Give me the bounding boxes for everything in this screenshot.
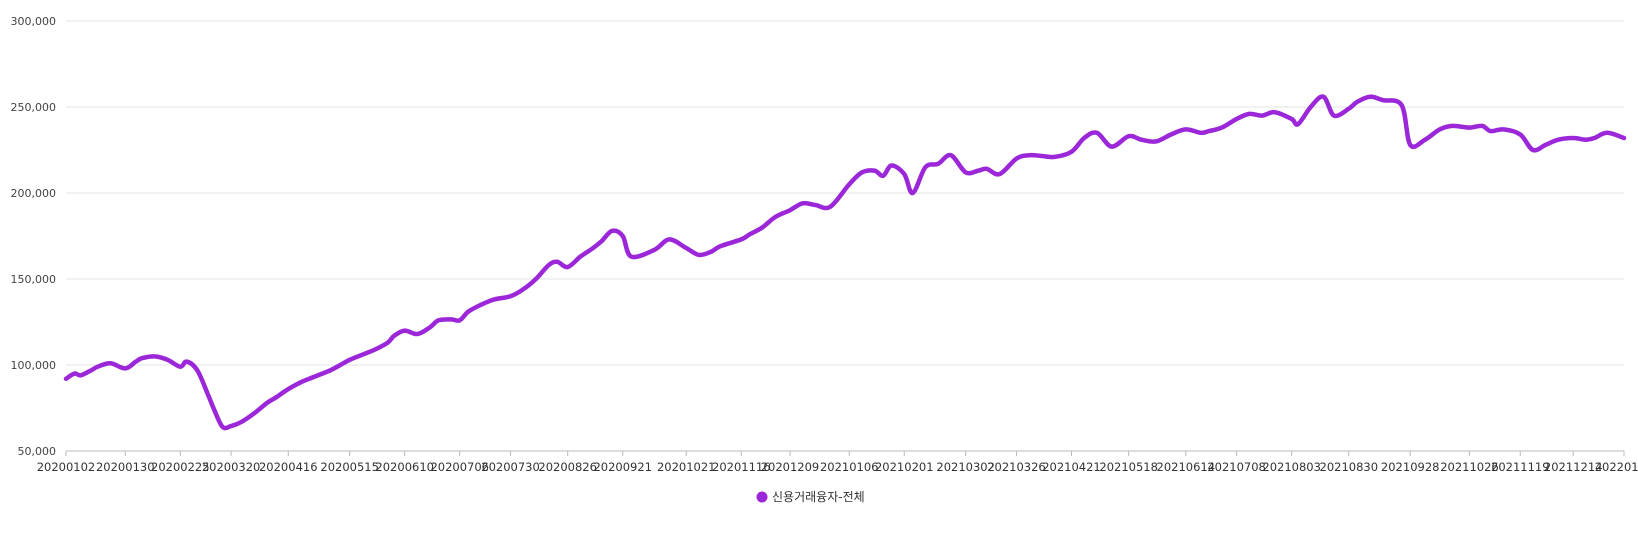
x-tick-label: 20200730 [481, 460, 540, 474]
x-tick-label: 20211026 [1440, 460, 1499, 474]
x-tick-label: 20211214 [1544, 460, 1603, 474]
x-tick-label: 20200921 [593, 460, 652, 474]
y-tick-label: 50,000 [18, 445, 57, 458]
x-tick-label: 20210803 [1262, 460, 1321, 474]
x-tick-label: 20210708 [1207, 460, 1266, 474]
x-tick-label: 20220107 [1595, 460, 1638, 474]
x-tick-label: 20201021 [657, 460, 716, 474]
y-axis: 50,000 100,000 150,000 200,000 250,000 300,00… [11, 15, 57, 458]
x-axis: 20200102 20200130202002252020032020200416… [37, 451, 1638, 474]
legend-label: 신용거래융자-전체 [772, 490, 865, 504]
x-tick-label: 20210830 [1320, 460, 1379, 474]
y-tick-label: 300,000 [11, 15, 57, 28]
x-tick-label: 20210302 [936, 460, 995, 474]
y-tick-label: 250,000 [11, 101, 57, 114]
x-tick-label: 20210106 [820, 460, 879, 474]
x-tick-label: 20200102 [37, 460, 96, 474]
x-tick-label: 20210326 [987, 460, 1046, 474]
y-tick-label: 200,000 [11, 187, 57, 200]
x-tick-label: 20200610 [375, 460, 434, 474]
x-tick-label: 20200515 [320, 460, 379, 474]
x-tick-label: 20200130 [96, 460, 155, 474]
x-tick-label: 20200706 [430, 460, 489, 474]
x-tick-label: 20201209 [761, 460, 820, 474]
x-tick-label: 20200225 [151, 460, 210, 474]
x-tick-label: 20200416 [259, 460, 318, 474]
x-tick-label: 20200320 [202, 460, 261, 474]
x-tick-label: 20210928 [1381, 460, 1440, 474]
x-tick-label: 20210201 [875, 460, 934, 474]
x-tick-label: 20201116 [712, 460, 771, 474]
series-layer [63, 94, 1627, 431]
legend[interactable]: 신용거래융자-전체 [756, 490, 865, 504]
series-line[interactable] [63, 94, 1627, 431]
y-tick-label: 100,000 [11, 359, 57, 372]
x-tick-label: 20210518 [1099, 460, 1158, 474]
gridlines [66, 20, 1624, 452]
x-tick-label: 20210614 [1157, 460, 1216, 474]
y-tick-label: 150,000 [11, 273, 57, 286]
x-tick-label: 20200826 [538, 460, 597, 474]
x-tick-label: 20210421 [1042, 460, 1101, 474]
legend-marker [756, 491, 768, 503]
x-tick-label: 20211119 [1491, 460, 1550, 474]
